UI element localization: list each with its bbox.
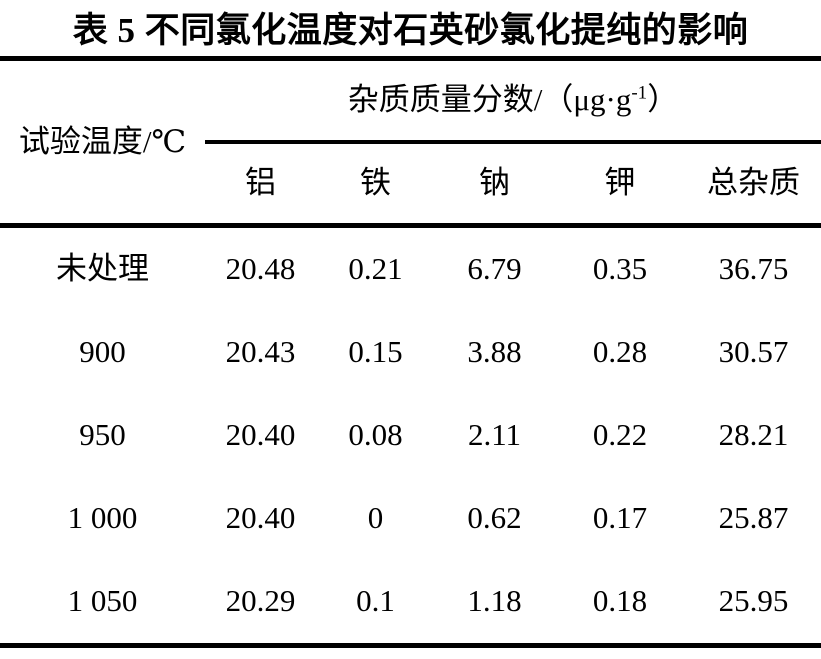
cell-al: 20.29 — [225, 583, 296, 619]
table-body: 未处理 20.48 0.21 6.79 0.35 36.75 900 20.43… — [0, 226, 821, 646]
subheader-row: 铝 铁 钠 钾 总杂质 — [0, 142, 821, 228]
group-header-close-paren: ） — [647, 82, 679, 118]
cell-k: 0.35 — [592, 251, 648, 287]
cell-total: 36.75 — [718, 251, 789, 287]
cell-na: 3.88 — [467, 334, 522, 370]
table-title: 表 5 不同氯化温度对石英砂氯化提纯的影响 — [72, 11, 749, 50]
cell-na: 6.79 — [467, 251, 522, 287]
cell-k: 0.28 — [592, 334, 648, 370]
table-row: 1 000 20.40 0 0.62 0.17 25.87 — [0, 477, 821, 560]
cell-na: 2.11 — [467, 417, 522, 453]
table-header: 试验温度/℃ 杂质质量分数/（μg·g-1） 铝 铁 钠 钾 总杂质 — [0, 58, 821, 228]
col-group-header-impurity: 杂质质量分数/（μg·g-1） — [205, 58, 821, 144]
cell-fe: 0 — [367, 500, 384, 536]
cell-al: 20.40 — [225, 500, 296, 536]
cell-total: 25.95 — [718, 583, 789, 619]
group-header-text: 杂质质量分数/（μg·g — [347, 82, 632, 118]
cell-total: 28.21 — [718, 417, 789, 453]
group-header-row: 试验温度/℃ 杂质质量分数/（μg·g-1） — [0, 58, 821, 228]
cell-fe: 0.21 — [348, 251, 403, 287]
col-header-na: 钠 — [435, 142, 554, 228]
cell-temperature: 未处理 — [56, 251, 149, 287]
cell-fe: 0.1 — [356, 583, 395, 619]
cell-al: 20.40 — [225, 417, 296, 453]
col-header-temperature: 试验温度/℃ — [0, 58, 205, 228]
cell-total: 30.57 — [718, 334, 789, 370]
data-table: 试验温度/℃ 杂质质量分数/（μg·g-1） 铝 铁 钠 钾 总杂质 未处理 2… — [0, 56, 821, 648]
cell-fe: 0.15 — [348, 334, 403, 370]
cell-na: 0.62 — [467, 500, 522, 536]
table-row: 未处理 20.48 0.21 6.79 0.35 36.75 — [0, 226, 821, 312]
cell-na: 1.18 — [467, 583, 522, 619]
cell-temperature: 1 050 — [67, 583, 138, 619]
col-header-k: 钾 — [554, 142, 686, 228]
cell-al: 20.43 — [225, 334, 296, 370]
cell-temperature: 950 — [79, 417, 126, 453]
table-row: 950 20.40 0.08 2.11 0.22 28.21 — [0, 394, 821, 477]
cell-k: 0.18 — [592, 583, 648, 619]
superscript-exponent: -1 — [631, 83, 648, 105]
table-row: 1 050 20.29 0.1 1.18 0.18 25.95 — [0, 560, 821, 646]
cell-fe: 0.08 — [348, 417, 403, 453]
col-header-total: 总杂质 — [686, 142, 821, 228]
cell-k: 0.22 — [592, 417, 648, 453]
cell-temperature: 1 000 — [67, 500, 138, 536]
cell-al: 20.48 — [225, 251, 296, 287]
table-row: 900 20.43 0.15 3.88 0.28 30.57 — [0, 311, 821, 394]
cell-k: 0.17 — [592, 500, 648, 536]
col-header-fe: 铁 — [316, 142, 435, 228]
cell-temperature: 900 — [79, 334, 126, 370]
cell-total: 25.87 — [718, 500, 789, 536]
col-header-al: 铝 — [205, 142, 316, 228]
